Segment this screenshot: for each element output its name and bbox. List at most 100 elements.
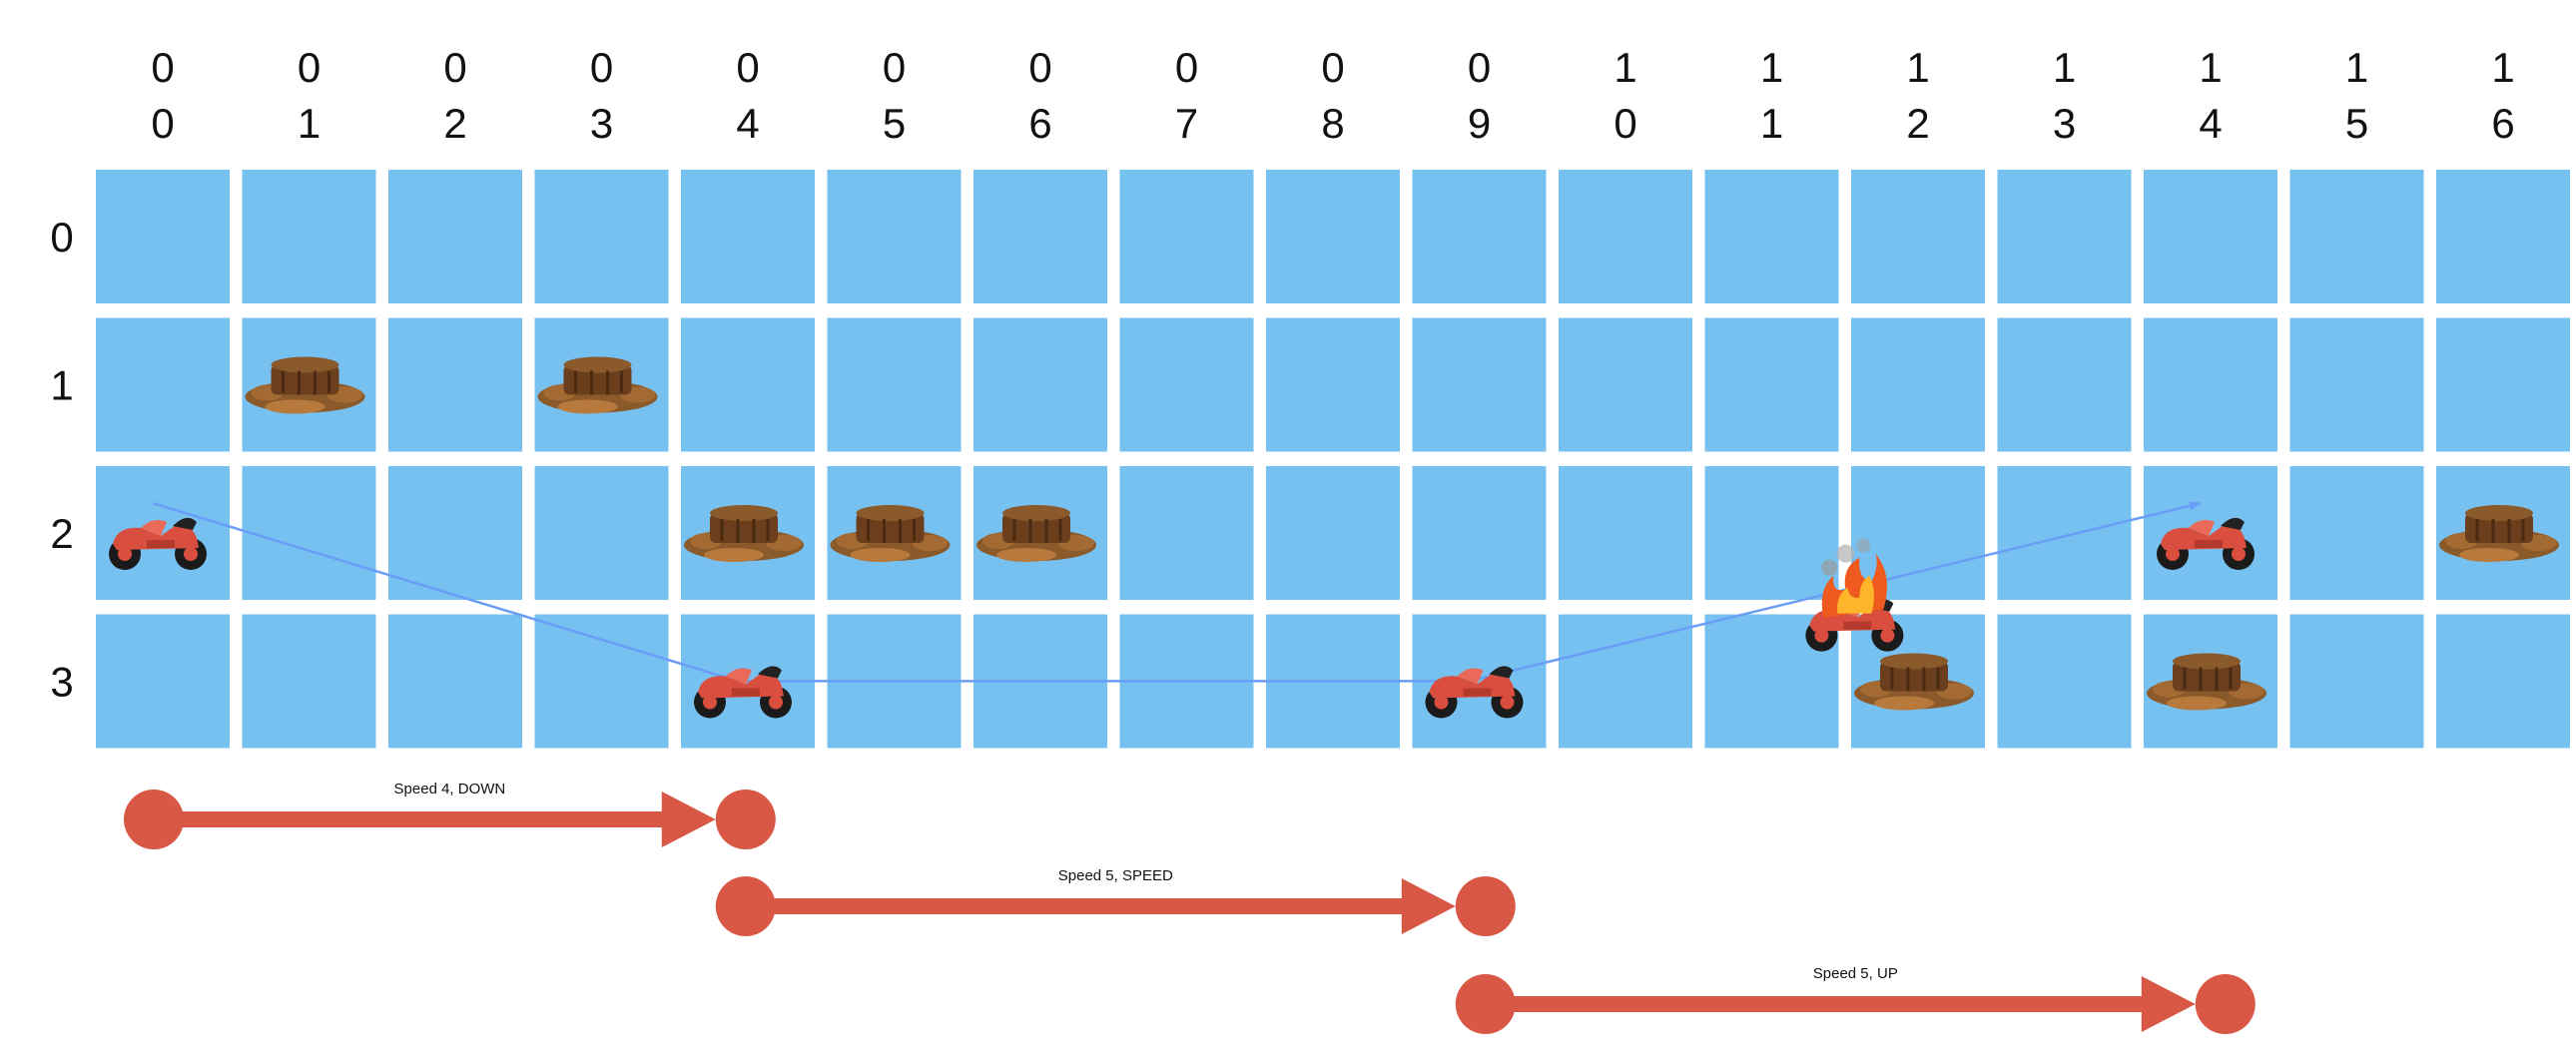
grid-cell[interactable] <box>1266 466 1400 600</box>
trajectory-arrowhead <box>2189 501 2201 511</box>
grid-cell[interactable] <box>388 170 522 303</box>
column-header-digit: 3 <box>2053 100 2076 147</box>
grid-cell[interactable] <box>827 170 962 303</box>
grid-cell[interactable] <box>1119 466 1254 600</box>
grid-cell[interactable] <box>2289 170 2424 303</box>
column-header-digit: 4 <box>736 100 759 147</box>
grid-cell[interactable] <box>1119 317 1254 452</box>
grid-cell[interactable] <box>1851 317 1985 452</box>
grid-cell[interactable] <box>534 466 669 600</box>
column-header-digit: 1 <box>1906 44 1929 91</box>
move-arrow-head <box>2141 976 2196 1032</box>
grid-cell[interactable] <box>2436 170 2570 303</box>
grid-cell[interactable] <box>1412 170 1547 303</box>
grid-cell[interactable] <box>973 317 1107 452</box>
column-header-digit: 1 <box>1760 100 1783 147</box>
grid-cell[interactable] <box>2289 466 2424 600</box>
grid-cell[interactable] <box>96 317 230 452</box>
grid-cell[interactable] <box>1997 466 2132 600</box>
move-label: Speed 5, SPEED <box>1058 867 1173 884</box>
column-header-digit: 0 <box>151 44 174 91</box>
grid-cell[interactable] <box>681 170 815 303</box>
grid-cell[interactable] <box>1266 317 1400 452</box>
column-header-digit: 1 <box>1760 44 1783 91</box>
move-label: Speed 4, DOWN <box>394 781 506 797</box>
column-header-digit: 7 <box>1175 100 1198 147</box>
grid-cell[interactable] <box>96 614 230 749</box>
row-label: 3 <box>50 659 73 706</box>
move-end-dot <box>715 790 776 849</box>
move-label: Speed 5, UP <box>1813 965 1898 982</box>
grid-cell[interactable] <box>1704 170 1839 303</box>
column-header-digit: 1 <box>2053 44 2076 91</box>
grid-cell[interactable] <box>2289 317 2424 452</box>
grid-cell[interactable] <box>1559 614 1692 749</box>
grid-cell[interactable] <box>1851 170 1985 303</box>
grid-cell[interactable] <box>96 170 230 303</box>
grid-cell[interactable] <box>1412 317 1547 452</box>
move-end-dot <box>1455 876 1516 936</box>
grid-cell[interactable] <box>534 614 669 749</box>
column-header-digit: 8 <box>1321 100 1344 147</box>
grid-cell[interactable] <box>242 466 376 600</box>
column-header-digit: 0 <box>1028 44 1051 91</box>
move-start-dot <box>124 790 184 849</box>
column-header-digit: 5 <box>883 100 906 147</box>
grid-cell[interactable] <box>827 317 962 452</box>
grid-cell[interactable] <box>2144 466 2277 600</box>
grid-cell[interactable] <box>1704 466 1839 600</box>
grid-cell[interactable] <box>681 317 815 452</box>
column-header-digit: 6 <box>2491 100 2514 147</box>
column-header-digit: 0 <box>736 44 759 91</box>
column-header-digit: 0 <box>1321 44 1344 91</box>
grid-cell[interactable] <box>534 170 669 303</box>
column-header-digit: 1 <box>298 100 321 147</box>
column-header-digit: 0 <box>1175 44 1198 91</box>
grid-cell[interactable] <box>388 614 522 749</box>
trajectory-segment <box>152 501 739 683</box>
grid-cell[interactable] <box>1851 466 1985 600</box>
grid-cell[interactable] <box>1704 317 1839 452</box>
grid-cell[interactable] <box>1997 170 2132 303</box>
grid-cell[interactable] <box>1412 466 1547 600</box>
move-arrow: Speed 5, UP <box>1455 965 2255 1034</box>
grid-cell[interactable] <box>2144 170 2277 303</box>
row-label: 0 <box>50 214 73 261</box>
column-header-digit: 0 <box>298 44 321 91</box>
grid-cell[interactable] <box>1997 614 2132 749</box>
column-header-digit: 0 <box>883 44 906 91</box>
move-end-dot <box>2195 974 2255 1034</box>
grid-cell[interactable] <box>388 317 522 452</box>
move-arrow: Speed 4, DOWN <box>124 781 776 849</box>
grid-cell[interactable] <box>388 466 522 600</box>
move-start-dot <box>1455 974 1516 1034</box>
grid-cell[interactable] <box>96 466 230 600</box>
column-header-digit: 1 <box>2345 44 2368 91</box>
grid-cell[interactable] <box>973 170 1107 303</box>
grid-cell[interactable] <box>242 170 376 303</box>
row-label: 1 <box>50 362 73 409</box>
grid-cell[interactable] <box>1119 170 1254 303</box>
column-header-digit: 1 <box>1613 44 1636 91</box>
column-header-digit: 1 <box>2199 44 2222 91</box>
grid-cell[interactable] <box>2436 317 2570 452</box>
column-header-digit: 3 <box>590 100 613 147</box>
grid-cell[interactable] <box>1266 170 1400 303</box>
grid-cell[interactable] <box>1559 317 1692 452</box>
grid-cell[interactable] <box>2289 614 2424 749</box>
grid-cell[interactable] <box>2436 614 2570 749</box>
grid-cell[interactable] <box>1559 466 1692 600</box>
grid-cell[interactable] <box>1997 317 2132 452</box>
grid-cell[interactable] <box>2144 317 2277 452</box>
column-header-digit: 1 <box>2491 44 2514 91</box>
move-arrow-head <box>1401 878 1456 934</box>
grid-cell[interactable] <box>1559 170 1692 303</box>
column-header-digit: 2 <box>1906 100 1929 147</box>
column-header-digit: 6 <box>1028 100 1051 147</box>
column-header-digit: 0 <box>590 44 613 91</box>
move-arrow-head <box>661 792 716 847</box>
column-header-digit: 2 <box>443 100 466 147</box>
column-header-digit: 0 <box>151 100 174 147</box>
grid-cell[interactable] <box>242 614 376 749</box>
